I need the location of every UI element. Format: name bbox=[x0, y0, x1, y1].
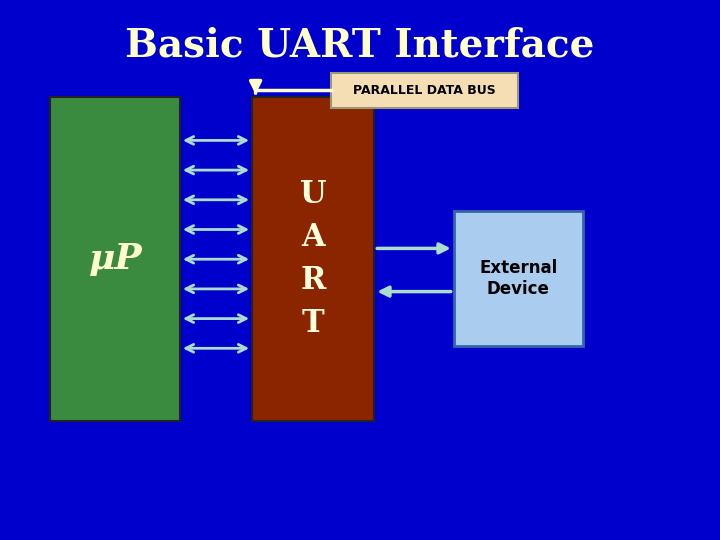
Bar bbox=[50, 97, 180, 421]
Bar bbox=[454, 211, 583, 346]
Text: PARALLEL DATA BUS: PARALLEL DATA BUS bbox=[354, 84, 496, 97]
Text: Basic UART Interface: Basic UART Interface bbox=[125, 27, 595, 65]
Bar bbox=[331, 73, 518, 108]
Text: External
Device: External Device bbox=[480, 259, 557, 298]
Text: μP: μP bbox=[89, 242, 142, 276]
Bar bbox=[252, 97, 374, 421]
Text: U
A
R
T: U A R T bbox=[300, 179, 326, 339]
